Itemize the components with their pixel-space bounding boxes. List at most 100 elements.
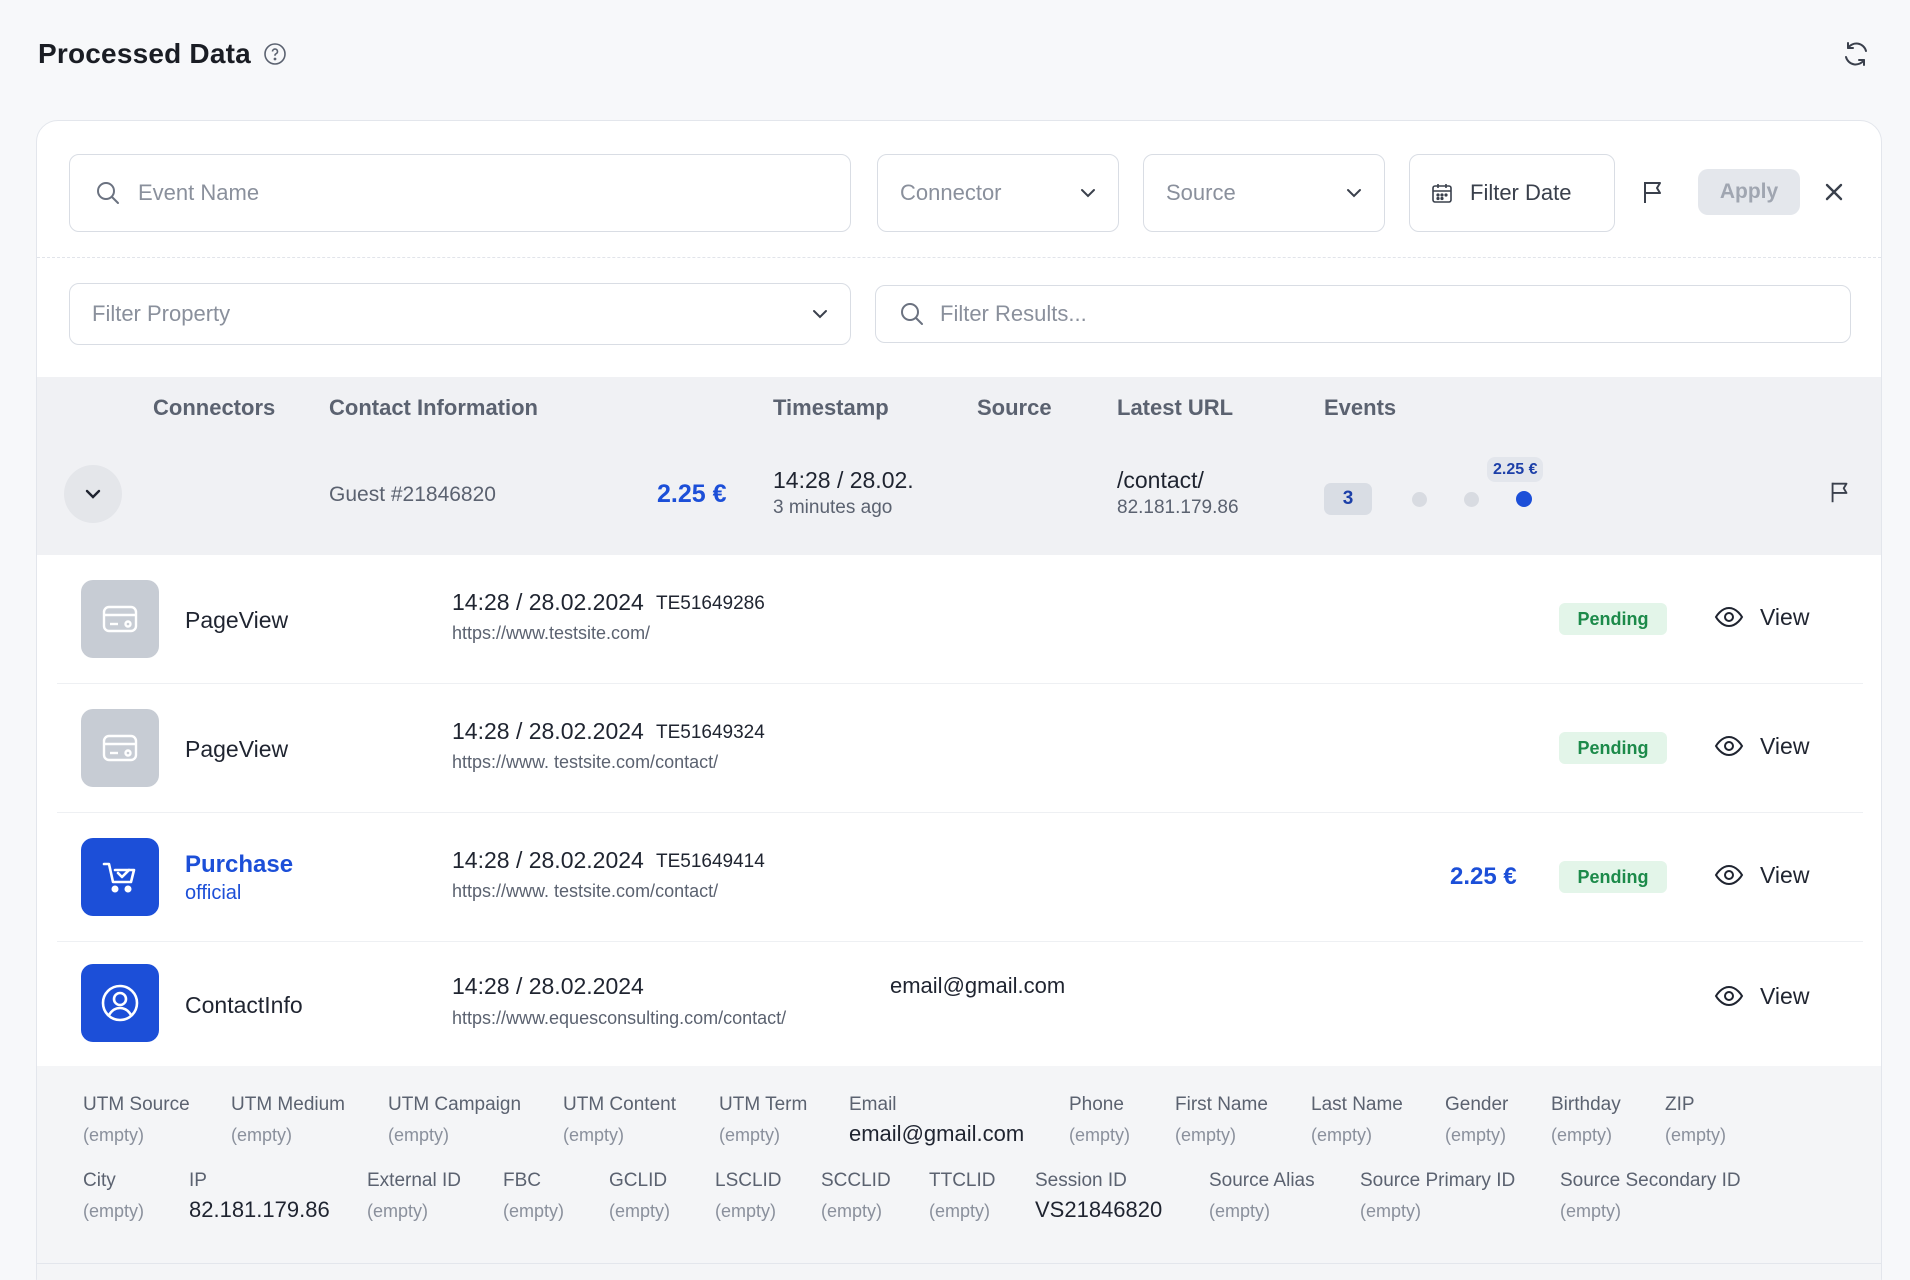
property-lsclid: LSCLID (empty) bbox=[715, 1170, 782, 1221]
property-zip: ZIP (empty) bbox=[1665, 1094, 1727, 1145]
property-phone: Phone (empty) bbox=[1069, 1094, 1131, 1145]
chevron-down-icon bbox=[1344, 183, 1364, 203]
event-name: Purchase bbox=[185, 851, 294, 878]
event-url[interactable]: https://www.equesconsulting.com/contact/ bbox=[452, 1008, 787, 1028]
close-icon[interactable] bbox=[1820, 178, 1848, 206]
status-badge: Pending bbox=[1559, 732, 1667, 764]
flag-icon[interactable] bbox=[1827, 479, 1853, 505]
property-utm-term: UTM Term (empty) bbox=[719, 1094, 808, 1145]
property-city: City (empty) bbox=[83, 1170, 145, 1221]
event-row[interactable]: PageView 14:28 / 28.02.2024 TE51649324 h… bbox=[57, 684, 1863, 813]
event-name: PageView bbox=[185, 736, 289, 762]
apply-button[interactable]: Apply bbox=[1698, 169, 1800, 215]
refresh-icon[interactable] bbox=[1840, 38, 1872, 70]
event-subtitle: official bbox=[185, 882, 242, 904]
column-header-latest-url[interactable]: Latest URL bbox=[1117, 395, 1234, 420]
event-timeline-dot[interactable] bbox=[1464, 492, 1479, 507]
source-placeholder: Source bbox=[1166, 180, 1236, 205]
filter-property-placeholder: Filter Property bbox=[92, 301, 231, 326]
event-name-search[interactable]: Event Name bbox=[69, 154, 851, 232]
search-icon bbox=[898, 300, 926, 328]
view-button[interactable]: View bbox=[1714, 857, 1809, 893]
table-header: Connectors Contact Information Timestamp… bbox=[37, 377, 1881, 437]
expand-row-button[interactable] bbox=[64, 465, 122, 523]
id-card-icon bbox=[81, 580, 159, 658]
event-datetime: 14:28 / 28.02.2024 bbox=[452, 973, 644, 999]
event-url[interactable]: https://www. testsite.com/contact/ bbox=[452, 752, 719, 772]
chevron-down-icon bbox=[810, 304, 830, 324]
event-amount: 2.25 € bbox=[1450, 863, 1517, 890]
view-button[interactable]: View bbox=[1714, 978, 1809, 1014]
source-select[interactable]: Source bbox=[1143, 154, 1385, 232]
property-utm-source: UTM Source (empty) bbox=[83, 1094, 190, 1145]
eye-icon bbox=[1714, 860, 1744, 890]
group-latest-url[interactable]: /contact/ bbox=[1117, 467, 1204, 493]
property-scclid: SCCLID (empty) bbox=[821, 1170, 891, 1221]
column-header-connectors[interactable]: Connectors bbox=[153, 395, 276, 420]
event-code: TE51649324 bbox=[656, 722, 765, 743]
property-ip: IP 82.181.179.86 bbox=[189, 1170, 330, 1222]
event-timeline-dot[interactable] bbox=[1412, 492, 1427, 507]
event-row[interactable]: Purchase official 14:28 / 28.02.2024 TE5… bbox=[57, 813, 1863, 942]
property-external-id: External ID (empty) bbox=[367, 1170, 461, 1221]
view-label: View bbox=[1760, 861, 1810, 888]
property-birthday: Birthday (empty) bbox=[1551, 1094, 1621, 1145]
contact-guest-id: Guest #21846820 bbox=[329, 483, 496, 506]
events-panel: PageView 14:28 / 28.02.2024 TE51649286 h… bbox=[57, 555, 1863, 1066]
divider bbox=[37, 1263, 1881, 1264]
user-circle-icon bbox=[81, 964, 159, 1042]
table-row[interactable] bbox=[37, 437, 1881, 555]
search-icon bbox=[94, 179, 122, 207]
view-label: View bbox=[1760, 732, 1810, 759]
property-utm-content: UTM Content (empty) bbox=[563, 1094, 676, 1145]
filter-bar: Event Name Connector Source Filter Date … bbox=[37, 121, 1881, 258]
event-row[interactable]: ContactInfo 14:28 / 28.02.2024 https://w… bbox=[57, 942, 1863, 1066]
property-last-name: Last Name (empty) bbox=[1311, 1094, 1403, 1145]
property-fbc: FBC (empty) bbox=[503, 1170, 565, 1221]
column-header-source[interactable]: Source bbox=[977, 395, 1052, 420]
filter-date-button[interactable]: Filter Date bbox=[1409, 154, 1615, 232]
property-source-secondary-id: Source Secondary ID (empty) bbox=[1560, 1170, 1741, 1221]
flag-icon[interactable] bbox=[1639, 178, 1667, 206]
event-name-placeholder: Event Name bbox=[138, 180, 260, 205]
property-utm-medium: UTM Medium (empty) bbox=[231, 1094, 346, 1145]
event-name: ContactInfo bbox=[185, 992, 303, 1018]
filter-property-select[interactable]: Filter Property bbox=[69, 283, 851, 345]
filter-results-search[interactable]: Filter Results... bbox=[875, 285, 1851, 343]
property-gclid: GCLID (empty) bbox=[609, 1170, 671, 1221]
event-name: PageView bbox=[185, 607, 289, 633]
page-header: Processed Data bbox=[38, 36, 1872, 72]
property-gender: Gender (empty) bbox=[1445, 1094, 1509, 1145]
property-ttclid: TTCLID (empty) bbox=[929, 1170, 996, 1221]
property-email: Email email@gmail.com bbox=[849, 1094, 1025, 1146]
connector-select[interactable]: Connector bbox=[877, 154, 1119, 232]
help-icon[interactable] bbox=[263, 42, 287, 66]
group-amount: 2.25 € bbox=[657, 480, 727, 508]
view-button[interactable]: View bbox=[1714, 599, 1809, 635]
view-button[interactable]: View bbox=[1714, 728, 1809, 764]
property-source-alias: Source Alias (empty) bbox=[1209, 1170, 1315, 1221]
event-row[interactable]: PageView 14:28 / 28.02.2024 TE51649286 h… bbox=[57, 555, 1863, 684]
event-url[interactable]: https://www.testsite.com/ bbox=[452, 623, 651, 643]
column-header-timestamp[interactable]: Timestamp bbox=[773, 395, 889, 420]
events-count-badge: 3 bbox=[1324, 483, 1372, 515]
view-label: View bbox=[1760, 982, 1810, 1009]
event-code: TE51649286 bbox=[656, 593, 765, 614]
column-header-events[interactable]: Events bbox=[1324, 395, 1397, 420]
view-label: View bbox=[1760, 603, 1810, 630]
group-ip: 82.181.179.86 bbox=[1117, 497, 1239, 518]
event-datetime: 14:28 / 28.02.2024 bbox=[452, 847, 644, 873]
event-timeline-dot-active[interactable] bbox=[1516, 491, 1532, 507]
group-timestamp: 14:28 / 28.02. bbox=[773, 467, 914, 493]
event-url[interactable]: https://www. testsite.com/contact/ bbox=[452, 881, 719, 901]
property-first-name: First Name (empty) bbox=[1175, 1094, 1268, 1145]
column-header-contact-information[interactable]: Contact Information bbox=[329, 395, 538, 420]
eye-icon bbox=[1714, 602, 1744, 632]
calendar-icon bbox=[1430, 181, 1454, 205]
connector-placeholder: Connector bbox=[900, 180, 1002, 205]
event-code: TE51649414 bbox=[656, 851, 765, 872]
filter-results-placeholder: Filter Results... bbox=[940, 301, 1087, 326]
group-relative-time: 3 minutes ago bbox=[773, 497, 893, 518]
eye-icon bbox=[1714, 981, 1744, 1011]
event-datetime: 14:28 / 28.02.2024 bbox=[452, 589, 644, 615]
